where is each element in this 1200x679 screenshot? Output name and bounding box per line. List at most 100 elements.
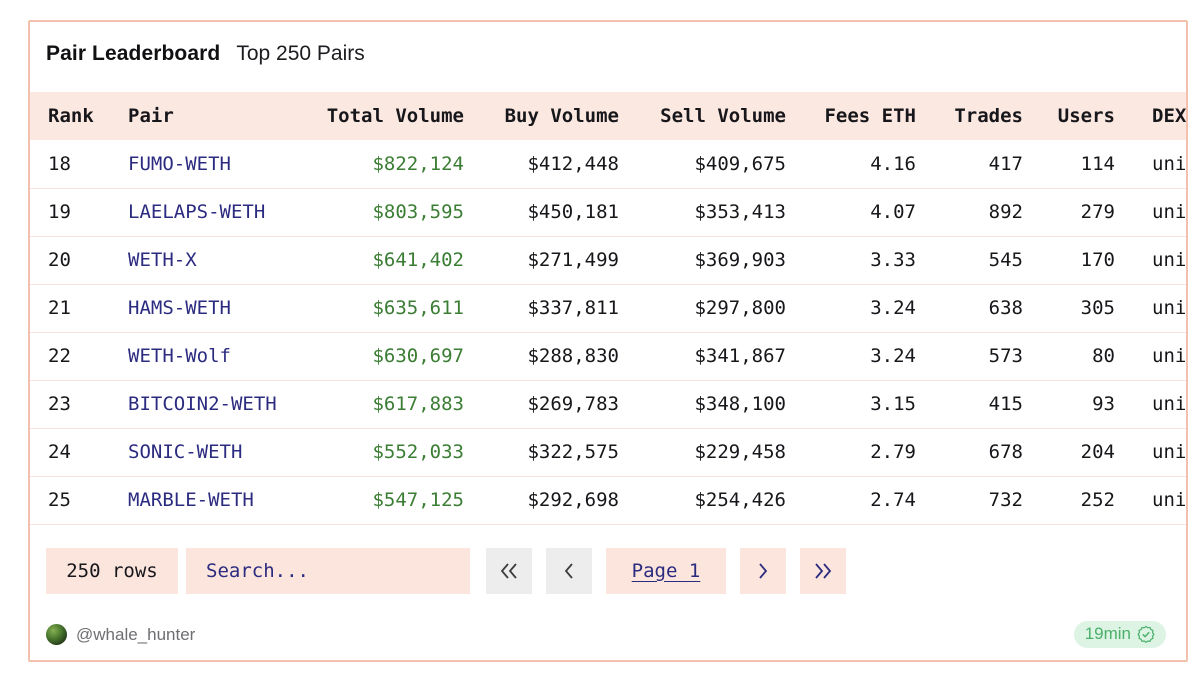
header-cell-users[interactable]: Users xyxy=(1057,105,1115,127)
cell-fees_eth: 3.24 xyxy=(870,297,916,319)
cell-sell_volume: $348,100 xyxy=(694,393,786,415)
cell-total_volume: $803,595 xyxy=(372,201,464,223)
cell-rank: 18 xyxy=(48,152,71,175)
cell-pair[interactable]: BITCOIN2-WETH xyxy=(128,393,277,415)
header-cell-fees_eth[interactable]: Fees ETH xyxy=(824,105,916,127)
table-row: 22 WETH-Wolf $630,697 $288,830 $341,867 3.24 5… xyxy=(30,332,1187,380)
freshness-badge: 19min xyxy=(1073,621,1166,648)
cell-trades: 545 xyxy=(988,249,1023,271)
cell-fees_eth: 3.15 xyxy=(870,393,916,415)
header-cell-buy_volume[interactable]: Buy Volume xyxy=(504,105,619,127)
cell-rank: 19 xyxy=(48,201,71,223)
cell-buy_volume: $269,783 xyxy=(527,393,619,415)
pagination-next-button[interactable] xyxy=(740,547,786,594)
pair-leaderboard-card: Pair Leaderboard Top 250 Pairs Rank Pair T… xyxy=(28,20,1188,662)
cell-rank: 21 xyxy=(48,297,71,319)
cell-dex: uni xyxy=(1152,441,1187,463)
cell-pair[interactable]: SONIC-WETH xyxy=(128,441,243,463)
header-cell-pair[interactable]: Pair xyxy=(128,105,174,127)
cell-users: 252 xyxy=(1080,489,1115,511)
pair-leaderboard-table: Rank Pair Total Volume Buy Volume Sell Volum… xyxy=(30,92,1187,525)
table-header-row: Rank Pair Total Volume Buy Volume Sell Volum… xyxy=(30,92,1187,140)
card-header: Pair Leaderboard Top 250 Pairs xyxy=(30,22,1186,68)
cell-trades: 892 xyxy=(988,201,1023,223)
table-row: 24 SONIC-WETH $552,033 $322,575 $229,458 2.79… xyxy=(30,428,1187,476)
cell-sell_volume: $341,867 xyxy=(694,345,786,367)
cell-total_volume: $641,402 xyxy=(372,249,464,271)
cell-trades: 417 xyxy=(988,152,1023,175)
cell-buy_volume: $337,811 xyxy=(527,297,619,319)
cell-total_volume: $617,883 xyxy=(372,393,464,415)
cell-users: 305 xyxy=(1080,297,1115,319)
cell-pair[interactable]: WETH-Wolf xyxy=(128,345,231,367)
cell-pair[interactable]: MARBLE-WETH xyxy=(128,489,254,511)
cell-users: 279 xyxy=(1080,201,1115,223)
freshness-label: 19min xyxy=(1084,624,1131,643)
cell-dex: uni xyxy=(1152,489,1187,511)
cell-users: 170 xyxy=(1080,249,1115,271)
cell-sell_volume: $369,903 xyxy=(694,249,786,271)
cell-dex: uni xyxy=(1152,297,1187,319)
header-cell-rank[interactable]: Rank xyxy=(48,105,94,127)
cell-fees_eth: 3.33 xyxy=(870,249,916,271)
cell-pair[interactable]: LAELAPS-WETH xyxy=(128,201,266,223)
cell-pair[interactable]: FUMO-WETH xyxy=(128,152,231,175)
pagination-last-button[interactable] xyxy=(800,547,846,594)
cell-fees_eth: 2.74 xyxy=(870,489,916,511)
cell-rank: 24 xyxy=(48,441,71,463)
cell-trades: 415 xyxy=(988,393,1023,415)
cell-dex: uni xyxy=(1152,345,1187,367)
header-cell-dex[interactable]: DEX xyxy=(1152,105,1187,127)
cell-total_volume: $552,033 xyxy=(372,441,464,463)
cell-buy_volume: $322,575 xyxy=(527,441,619,463)
cell-sell_volume: $409,675 xyxy=(694,152,786,175)
cell-users: 204 xyxy=(1080,441,1115,463)
table-row: 19 LAELAPS-WETH $803,595 $450,181 $353,413 4.… xyxy=(30,188,1187,236)
cell-users: 80 xyxy=(1092,345,1115,367)
cell-sell_volume: $353,413 xyxy=(694,201,786,223)
cell-total_volume: $630,697 xyxy=(372,345,464,367)
cell-pair[interactable]: HAMS-WETH xyxy=(128,297,231,319)
cell-total_volume: $547,125 xyxy=(372,489,464,511)
pagination-page-indicator[interactable]: Page 1 xyxy=(606,547,726,594)
chevron-double-left-icon xyxy=(500,562,517,579)
cell-dex: uni xyxy=(1152,249,1187,271)
cell-sell_volume: $254,426 xyxy=(694,489,786,511)
avatar xyxy=(46,624,67,645)
cell-pair[interactable]: WETH-X xyxy=(128,249,197,271)
cell-total_volume: $635,611 xyxy=(372,297,464,319)
cell-buy_volume: $292,698 xyxy=(527,489,619,511)
cell-buy_volume: $288,830 xyxy=(527,345,619,367)
header-cell-trades[interactable]: Trades xyxy=(954,105,1023,127)
cell-rank: 25 xyxy=(48,489,71,511)
page-title: Pair Leaderboard xyxy=(46,42,221,65)
header-cell-total_volume[interactable]: Total Volume xyxy=(326,105,464,127)
cell-buy_volume: $412,448 xyxy=(527,152,619,175)
table-row: 20 WETH-X $641,402 $271,499 $369,903 3.33 545 1… xyxy=(30,236,1187,284)
cell-dex: uni xyxy=(1152,152,1187,175)
cell-trades: 638 xyxy=(988,297,1023,319)
cell-users: 93 xyxy=(1092,393,1115,415)
cell-fees_eth: 4.07 xyxy=(870,201,916,223)
cell-trades: 732 xyxy=(988,489,1023,511)
pagination: Page 1 xyxy=(486,547,846,594)
cell-users: 114 xyxy=(1080,152,1115,175)
cell-sell_volume: $229,458 xyxy=(694,441,786,463)
cell-total_volume: $822,124 xyxy=(372,152,464,175)
cell-dex: uni xyxy=(1152,393,1187,415)
verified-check-icon xyxy=(1137,625,1155,643)
cell-rank: 22 xyxy=(48,345,71,367)
table-body: 18 FUMO-WETH $822,124 $412,448 $409,675 4.16 4… xyxy=(30,140,1187,524)
cell-dex: uni xyxy=(1152,201,1187,223)
card-footer: @whale_hunter 19min xyxy=(46,621,1166,648)
cell-fees_eth: 2.79 xyxy=(870,441,916,463)
cell-buy_volume: $450,181 xyxy=(527,201,619,223)
cell-buy_volume: $271,499 xyxy=(527,249,619,271)
search-input[interactable] xyxy=(186,547,470,594)
table-row: 23 BITCOIN2-WETH $617,883 $269,783 $348,100 3… xyxy=(30,380,1187,428)
chevron-left-icon xyxy=(564,562,573,579)
header-cell-sell_volume[interactable]: Sell Volume xyxy=(660,105,786,127)
chevron-double-right-icon xyxy=(815,562,832,579)
pagination-first-button[interactable] xyxy=(486,547,532,594)
pagination-prev-button[interactable] xyxy=(546,547,592,594)
